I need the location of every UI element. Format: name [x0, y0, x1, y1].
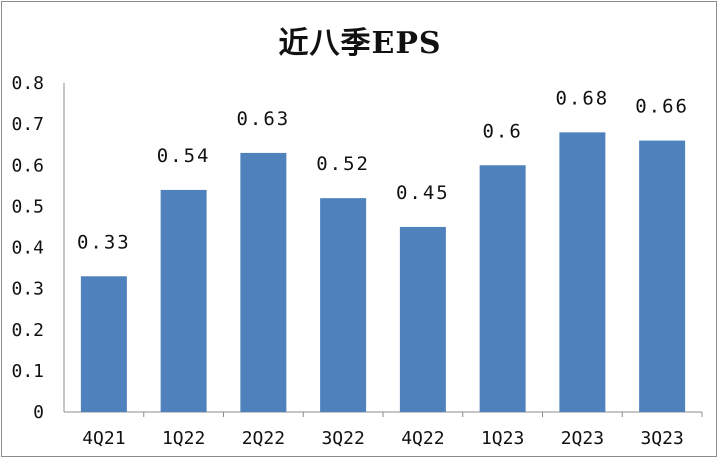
y-tick-label: 0.7 — [11, 114, 44, 135]
bar — [160, 189, 207, 412]
data-label: 0.6 — [482, 120, 522, 142]
x-tick-label: 3Q23 — [640, 428, 683, 449]
y-tick-label: 0.1 — [11, 361, 44, 382]
data-label: 0.66 — [635, 96, 689, 118]
bar — [80, 276, 127, 412]
y-tick-label: 0 — [33, 402, 44, 423]
data-label: 0.68 — [555, 87, 609, 109]
bar — [479, 165, 526, 412]
y-tick-label: 0.5 — [11, 196, 44, 217]
bar — [399, 226, 446, 412]
x-tick-label: 1Q23 — [481, 428, 524, 449]
data-label: 0.54 — [157, 145, 211, 167]
bar — [559, 132, 606, 412]
bar — [639, 140, 686, 412]
chart-title: 近八季EPS — [278, 26, 442, 61]
data-label: 0.52 — [316, 153, 370, 175]
x-tick-label: 2Q22 — [242, 428, 285, 449]
x-tick-label: 4Q21 — [82, 428, 125, 449]
x-tick-label: 4Q22 — [401, 428, 444, 449]
x-tick-label: 2Q23 — [561, 428, 604, 449]
data-label: 0.63 — [236, 108, 290, 130]
y-tick-label: 0.4 — [11, 238, 44, 259]
data-label: 0.33 — [77, 231, 131, 253]
x-tick-label: 1Q22 — [162, 428, 205, 449]
bar — [240, 152, 287, 412]
y-tick-label: 0.2 — [11, 320, 44, 341]
x-tick-label: 3Q22 — [321, 428, 364, 449]
data-label: 0.45 — [396, 182, 450, 204]
bar — [320, 198, 367, 412]
y-tick-label: 0.3 — [11, 279, 44, 300]
y-tick-label: 0.6 — [11, 155, 44, 176]
y-tick-label: 0.8 — [11, 73, 44, 94]
